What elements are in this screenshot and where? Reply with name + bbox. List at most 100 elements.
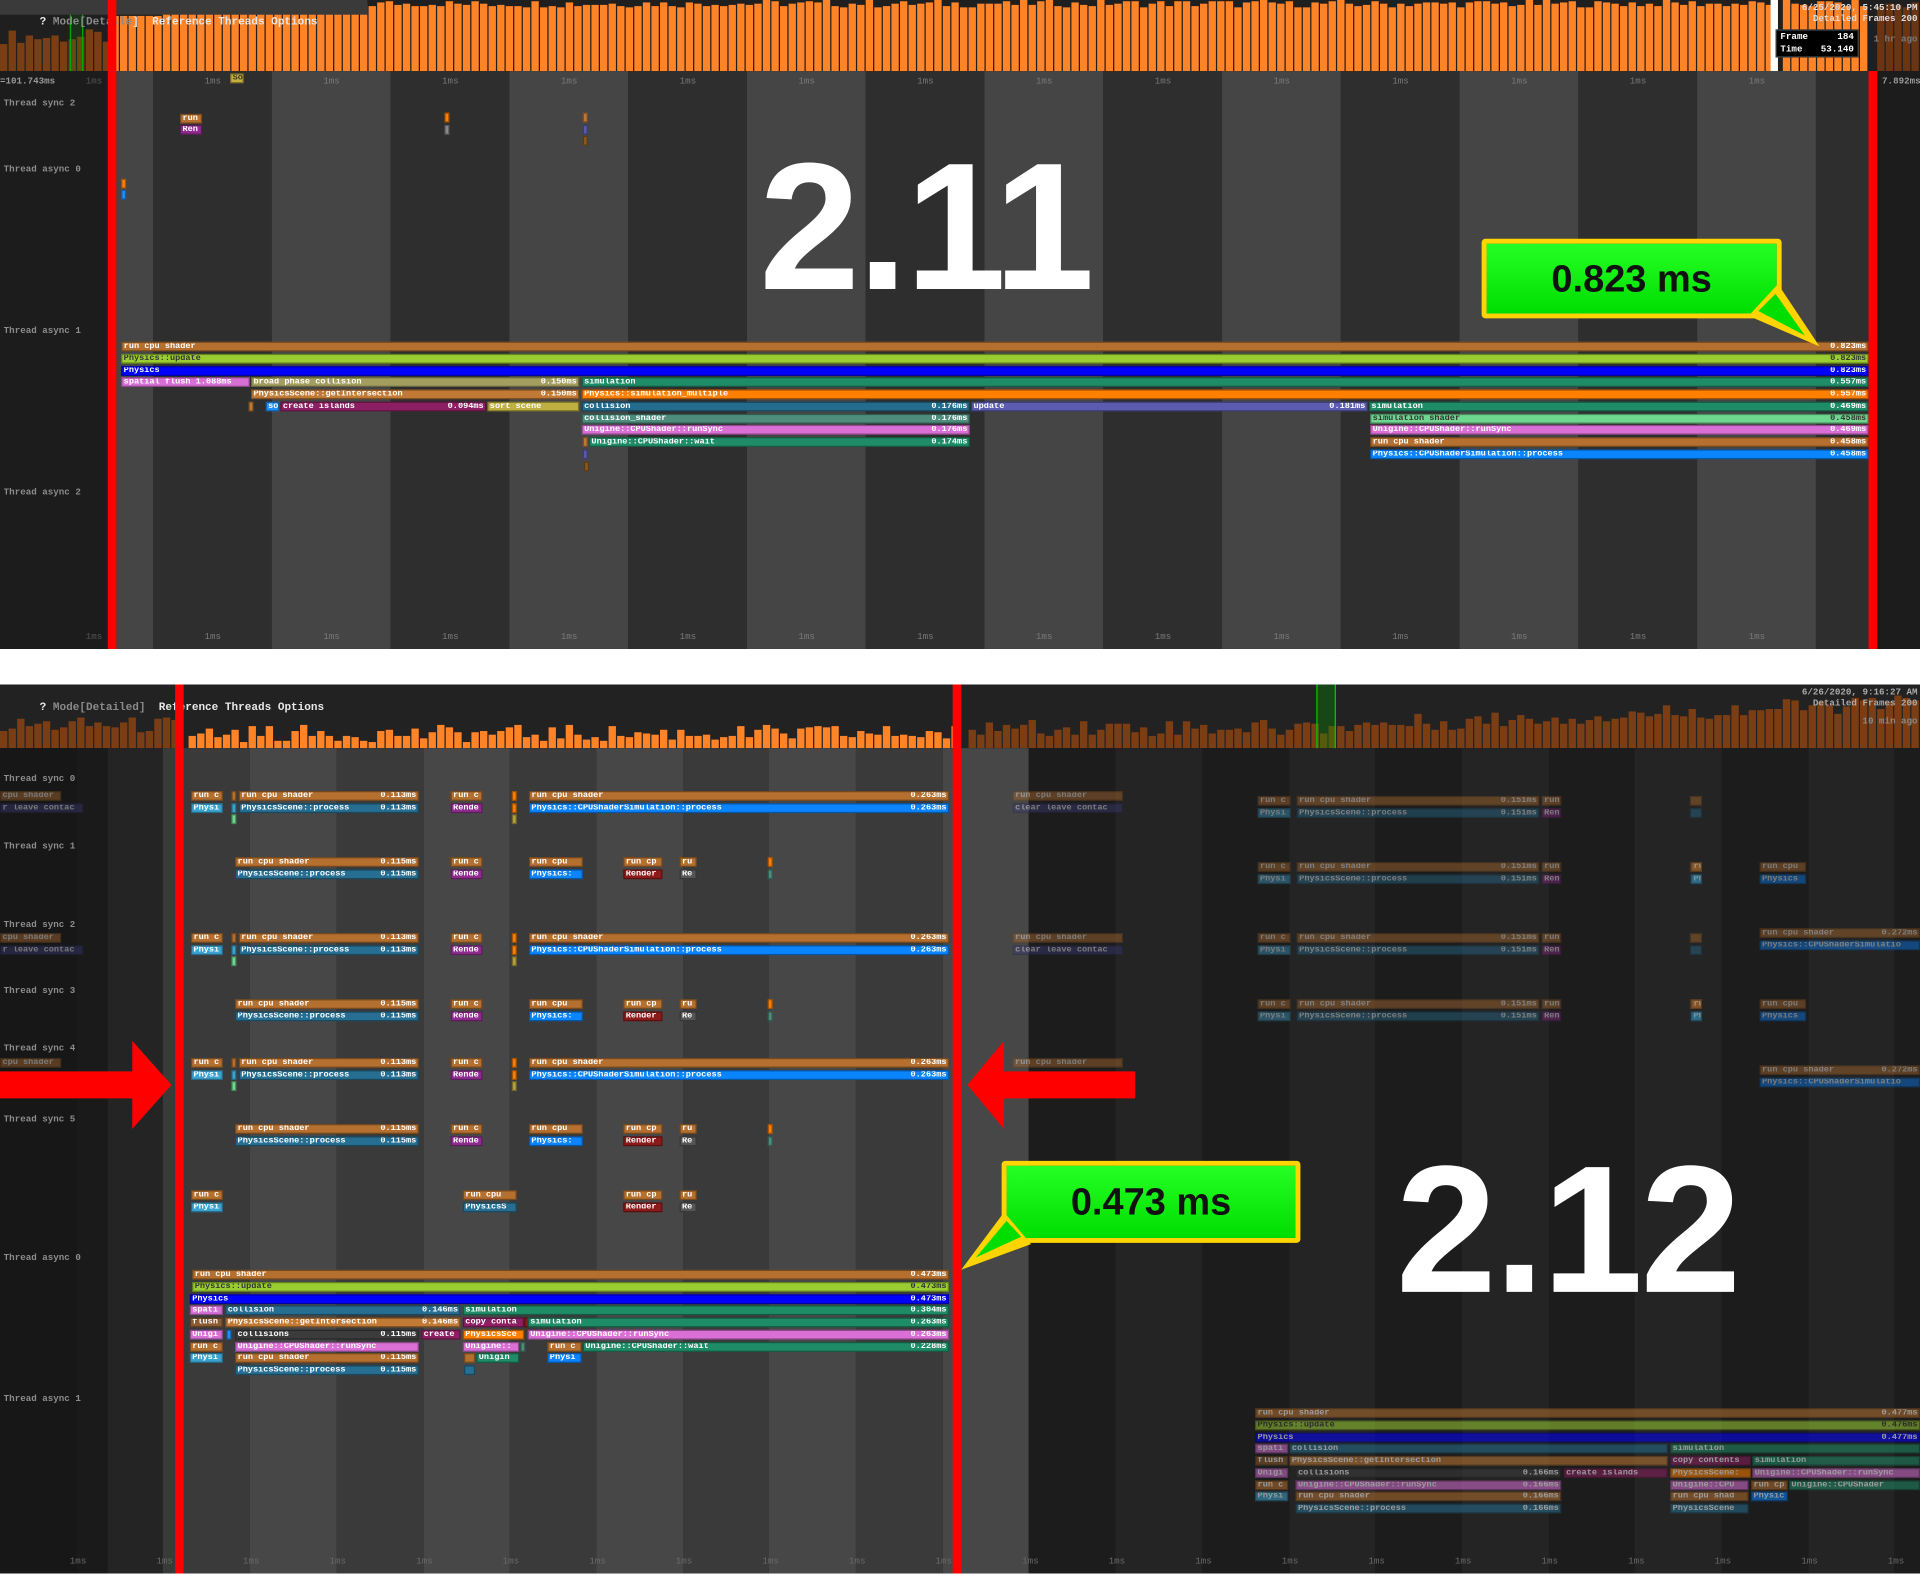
frame-bar[interactable] — [334, 1, 342, 72]
frame-bar[interactable] — [51, 34, 59, 72]
frame-bar[interactable] — [445, 726, 454, 749]
timing-bar[interactable]: run c — [1257, 862, 1291, 872]
frame-bar[interactable] — [1020, 0, 1028, 72]
frame-bar[interactable] — [1380, 721, 1388, 749]
frame-bar[interactable] — [1782, 699, 1791, 749]
frame-bar[interactable] — [1054, 6, 1062, 72]
frame-bar[interactable] — [1062, 726, 1071, 749]
frame-bar[interactable] — [737, 3, 745, 72]
frame-bar[interactable] — [462, 4, 471, 72]
frame-bar[interactable] — [1757, 2, 1765, 72]
frame-bar[interactable] — [1277, 3, 1285, 72]
timing-bar[interactable]: run cpu — [1759, 999, 1807, 1009]
frame-bar[interactable] — [111, 727, 119, 749]
frame-bar[interactable] — [1885, 702, 1894, 749]
timing-bar[interactable]: Re — [679, 1201, 697, 1212]
timing-bar[interactable]: run c — [450, 1057, 483, 1068]
timing-bar[interactable]: Unigine::CPUShader — [1788, 1479, 1920, 1490]
timing-bar[interactable]: Ren — [1541, 944, 1562, 955]
timing-bar[interactable]: Physics::CPUShaderSimulation::process 0.2… — [528, 802, 949, 813]
frame-bar[interactable] — [1680, 5, 1688, 72]
frame-bar[interactable] — [1414, 714, 1422, 749]
frame-time-graph[interactable] — [0, 684, 1920, 749]
timing-bar[interactable]: broad phase collision 0.150ms — [251, 377, 580, 388]
timing-bar-marker[interactable] — [511, 791, 517, 801]
timing-bar-marker[interactable] — [582, 124, 588, 135]
timing-bar[interactable]: run cpu shader 0.115ms — [235, 999, 419, 1009]
frame-bar[interactable] — [968, 7, 976, 72]
frame-bar[interactable] — [1868, 697, 1876, 749]
timing-bar[interactable]: Physics::CPUShaderSimulation::process 0.4… — [1370, 449, 1869, 459]
timing-bar[interactable]: collision_shader 0.176ms — [581, 413, 970, 424]
frame-bar[interactable] — [840, 735, 848, 749]
frame-bar[interactable] — [728, 735, 736, 749]
frame-bar[interactable] — [1602, 720, 1611, 749]
frame-bar[interactable] — [257, 736, 265, 749]
timing-bar[interactable]: PhysicsScene::getIntersection — [1289, 1455, 1668, 1466]
timing-bar[interactable]: run c — [1257, 795, 1291, 806]
frame-bar[interactable] — [1474, 716, 1482, 749]
frame-bar[interactable] — [394, 736, 402, 749]
frame-bar[interactable] — [788, 737, 796, 749]
frame-bar[interactable] — [831, 6, 839, 72]
frame-bar[interactable] — [762, 0, 771, 72]
timing-bar[interactable]: run cpu — [462, 1190, 517, 1201]
frame-bar[interactable] — [1508, 719, 1516, 749]
frame-bar[interactable] — [428, 5, 436, 72]
frame-bar[interactable] — [154, 718, 162, 749]
timing-bar[interactable]: Physics::CPUShaderSimulatio — [1759, 939, 1920, 950]
frame-bar[interactable] — [1885, 3, 1894, 72]
timing-bar[interactable]: Rende — [450, 868, 483, 879]
frame-bar[interactable] — [1405, 6, 1414, 72]
frame-bar[interactable] — [0, 730, 8, 749]
frame-bar[interactable] — [634, 731, 642, 749]
frame-bar[interactable] — [1268, 728, 1276, 749]
frame-bar[interactable] — [522, 6, 531, 72]
frame-bar[interactable] — [8, 728, 16, 749]
frame-bar[interactable] — [557, 6, 565, 72]
timing-bar[interactable]: PhysicsScene::getIntersection 0.146ms — [225, 1317, 461, 1328]
frame-bar[interactable] — [522, 736, 531, 749]
frame-bar[interactable] — [780, 733, 788, 749]
frame-bar[interactable] — [1362, 722, 1371, 749]
frame-bar[interactable] — [805, 727, 814, 749]
timing-bar-marker[interactable] — [767, 857, 773, 867]
timing-bar[interactable]: Unigine::CPU — [1670, 1479, 1749, 1490]
frame-bar[interactable] — [214, 4, 222, 72]
frame-bar[interactable] — [1165, 6, 1174, 72]
frame-bar[interactable] — [1585, 6, 1594, 72]
frame-bar[interactable] — [1422, 723, 1431, 749]
timing-bar[interactable]: Unigi — [1255, 1467, 1289, 1478]
frame-bar[interactable] — [900, 0, 908, 72]
timing-bar[interactable]: run cp — [1751, 1479, 1788, 1490]
frame-bar[interactable] — [531, 735, 539, 749]
frame-bar[interactable] — [771, 1, 779, 72]
timing-bar[interactable]: Rende — [450, 1069, 483, 1080]
frame-bar[interactable] — [1697, 718, 1705, 749]
frame-bar[interactable] — [771, 727, 779, 749]
frame-bar[interactable] — [1285, 0, 1294, 72]
frame-bar[interactable] — [625, 737, 634, 749]
timing-bar[interactable]: Rende — [450, 802, 483, 813]
frame-bar[interactable] — [454, 3, 462, 72]
frame-bar[interactable] — [1705, 3, 1714, 72]
frame-bar[interactable] — [1234, 728, 1242, 749]
frame-bar[interactable] — [1620, 716, 1628, 749]
timing-bar-marker[interactable] — [464, 1365, 476, 1376]
timing-bar[interactable]: update 0.181ms — [971, 401, 1368, 412]
timing-bar-marker[interactable] — [444, 112, 450, 123]
frame-bar[interactable] — [1320, 733, 1328, 749]
timing-bar[interactable]: Physi — [1257, 1010, 1291, 1021]
timing-bar-marker[interactable] — [582, 449, 588, 459]
frame-bar[interactable] — [377, 2, 385, 72]
selection-end-marker[interactable] — [1868, 71, 1878, 649]
frame-bar[interactable] — [1585, 719, 1594, 749]
frame-bar[interactable] — [1397, 725, 1405, 749]
menu-options[interactable]: Options — [277, 701, 325, 714]
frame-bar[interactable] — [951, 2, 959, 72]
frame-bar[interactable] — [120, 722, 128, 749]
frame-bar[interactable] — [411, 6, 419, 72]
frame-bar[interactable] — [437, 724, 445, 749]
frame-bar[interactable] — [565, 2, 574, 72]
frame-bar[interactable] — [1191, 5, 1199, 72]
